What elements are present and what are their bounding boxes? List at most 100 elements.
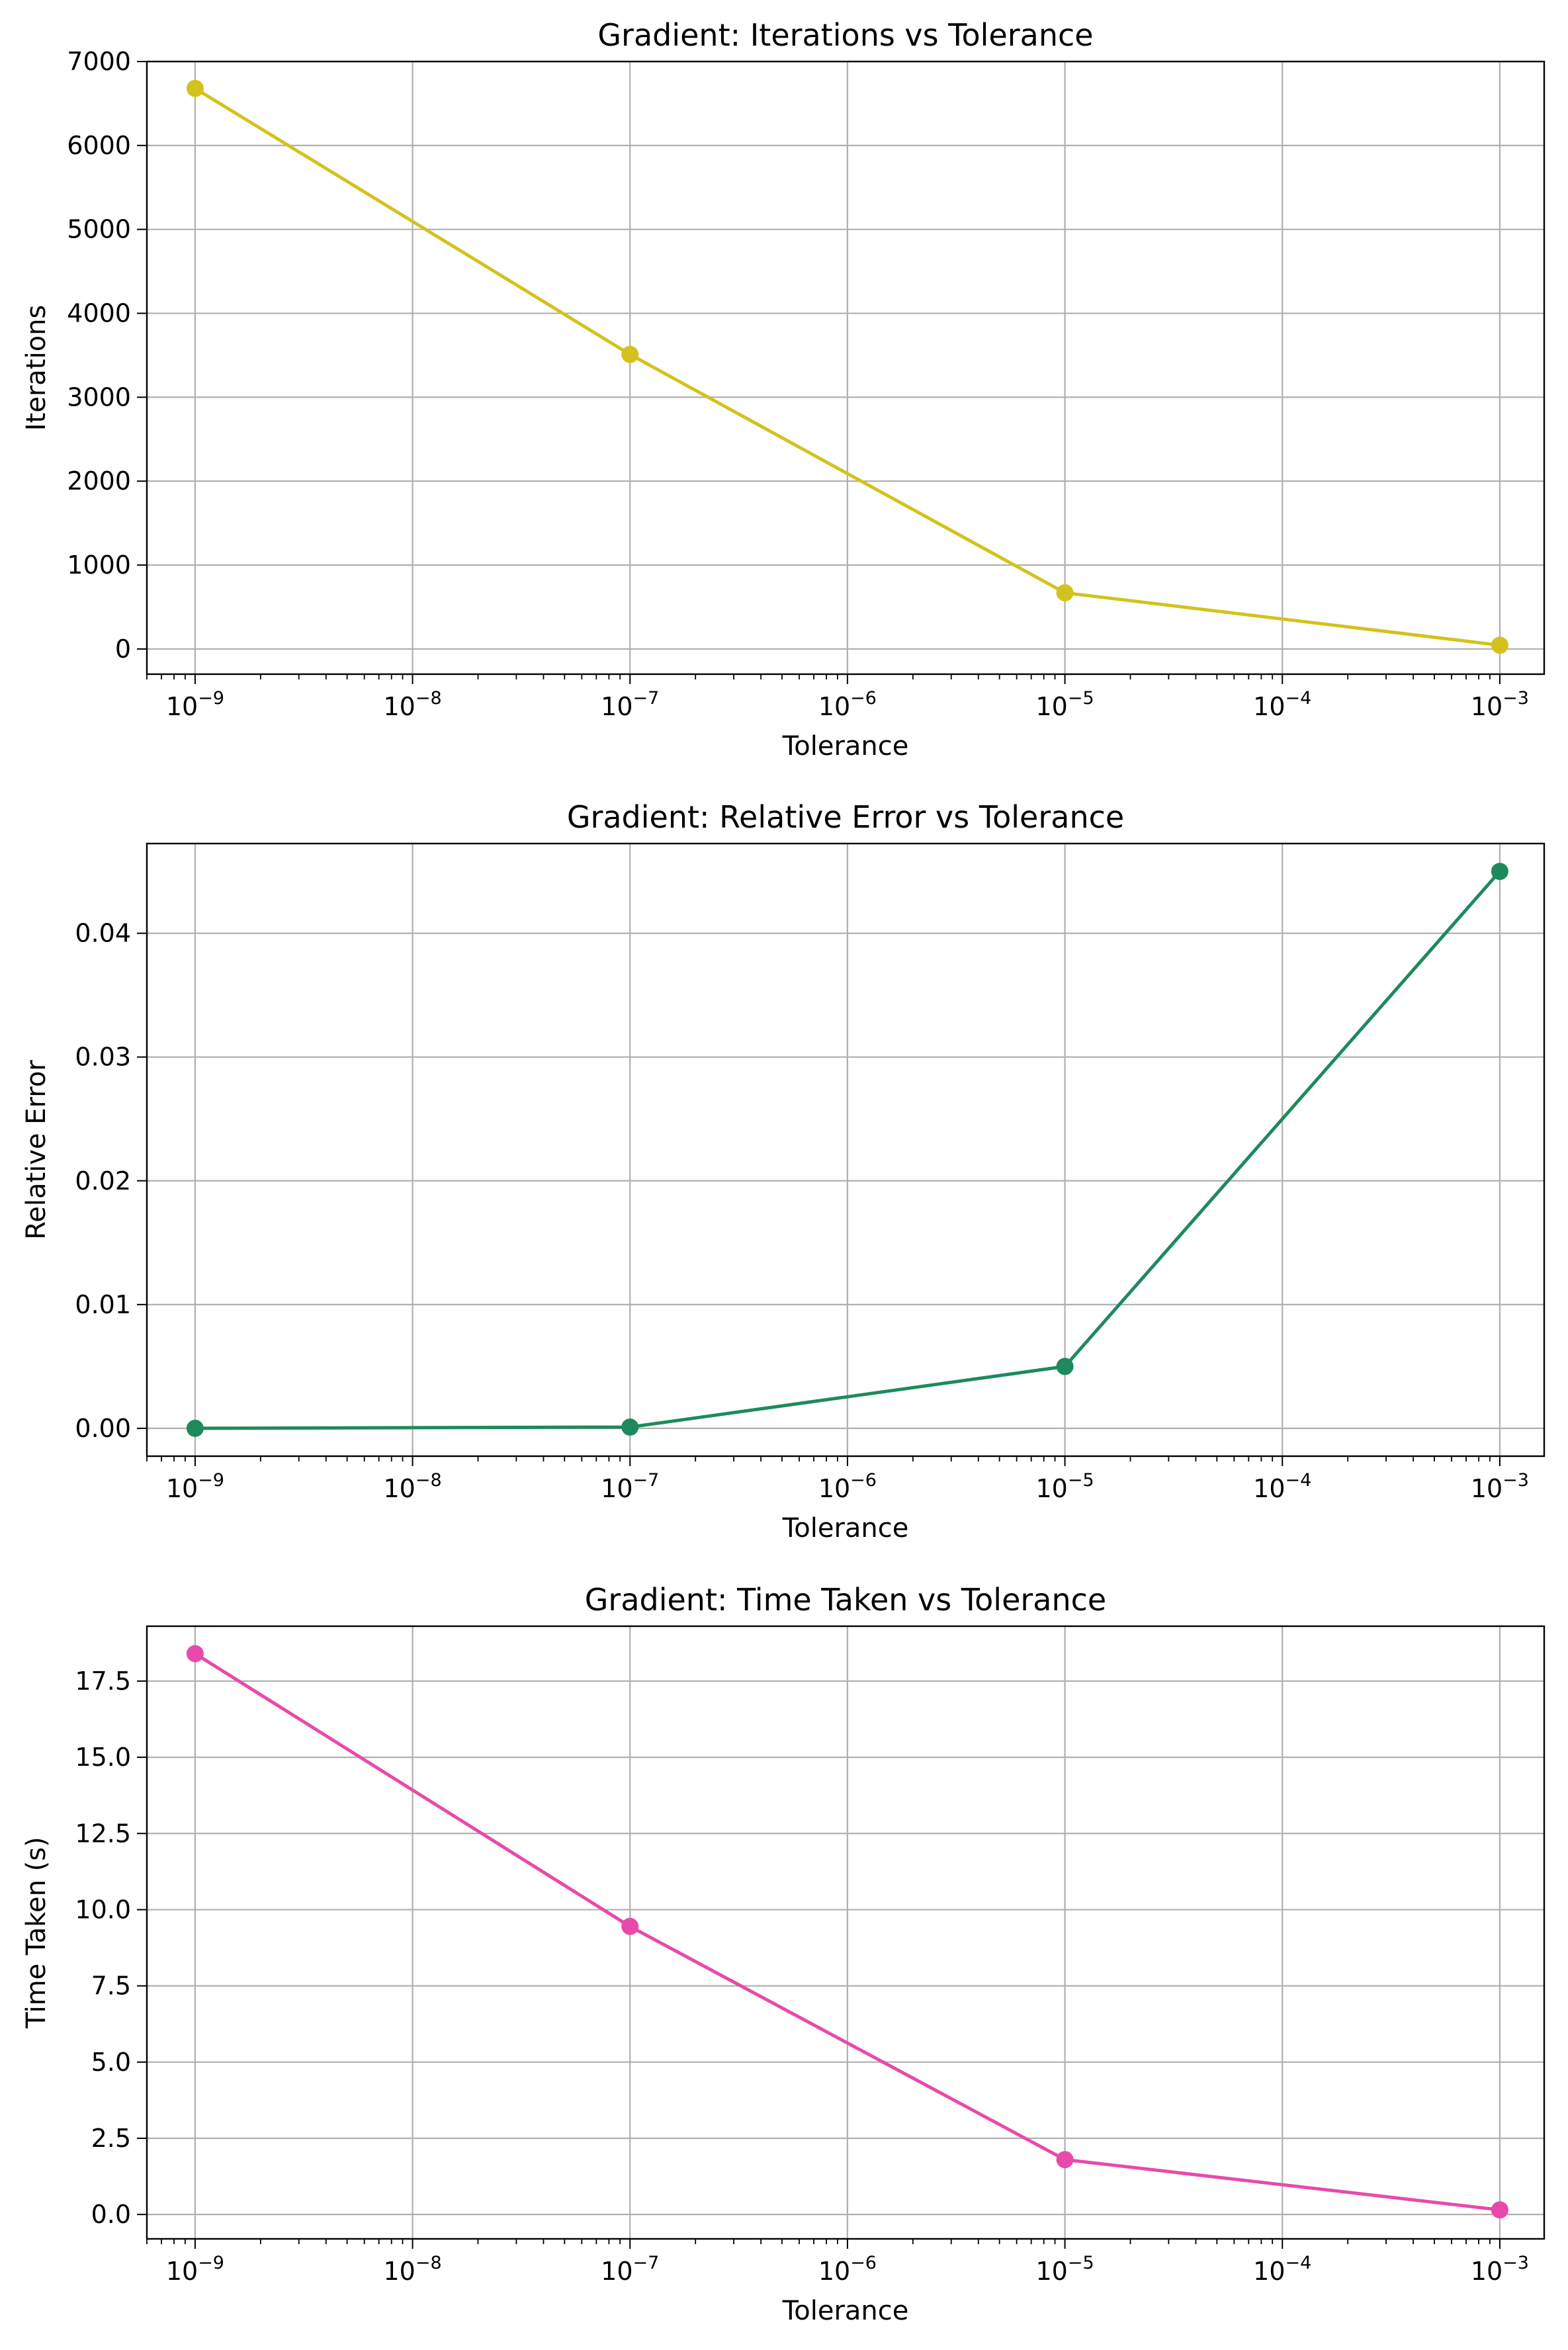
- x-tick-label-exponent: −7: [633, 688, 660, 709]
- x-tick-label-base: 10: [818, 1474, 850, 1503]
- x-tick-label-exponent: −7: [633, 1470, 660, 1491]
- y-tick-label: 0.00: [75, 1414, 131, 1443]
- x-tick-label-base: 10: [1035, 2257, 1067, 2286]
- x-tick-label: 10−6: [818, 2253, 877, 2286]
- x-tick-label: 10−3: [1471, 688, 1529, 721]
- x-tick-label-exponent: −9: [198, 1470, 224, 1491]
- x-tick-label-exponent: −6: [850, 2253, 877, 2273]
- axes-frame: [146, 60, 1546, 675]
- x-tick-label-exponent: −9: [198, 2253, 224, 2273]
- chart-panel-2: 10−9 10−8 10−7 10−6 10−5 10−4 10−30.000.010.02…: [21, 799, 1546, 1544]
- y-tick-label: 0.02: [75, 1166, 131, 1196]
- x-tick-label-exponent: −3: [1503, 688, 1529, 709]
- x-tick-label-base: 10: [166, 692, 198, 721]
- x-tick-label-exponent: −3: [1503, 1470, 1529, 1491]
- chart-title: Gradient: Time Taken vs Tolerance: [585, 1582, 1106, 1618]
- data-point: [621, 345, 639, 363]
- y-tick-label: 4000: [67, 299, 131, 328]
- data-point: [186, 1419, 204, 1437]
- x-tick-label-base: 10: [1253, 2257, 1285, 2286]
- y-tick-label: 0.0: [91, 2200, 131, 2229]
- x-tick-label-exponent: −4: [1285, 2253, 1312, 2273]
- x-tick-label-exponent: −8: [415, 2253, 442, 2273]
- x-axis-label: Tolerance: [782, 731, 909, 762]
- y-tick-label: 1000: [67, 550, 131, 580]
- x-tick-label-exponent: −4: [1285, 1470, 1312, 1491]
- axes-frame: [146, 842, 1546, 1458]
- y-tick-label: 0.01: [75, 1290, 131, 1319]
- x-tick-label-exponent: −4: [1285, 688, 1312, 709]
- x-tick-label-base: 10: [1471, 2257, 1503, 2286]
- y-tick-label: 15.0: [75, 1743, 131, 1772]
- x-tick-label-base: 10: [383, 1474, 415, 1503]
- x-tick-label: 10−5: [1035, 2253, 1094, 2286]
- x-tick-label-base: 10: [1471, 1474, 1503, 1503]
- y-tick-label: 10.0: [75, 1895, 131, 1924]
- chart-title: Gradient: Relative Error vs Tolerance: [567, 799, 1124, 835]
- x-tick-label-base: 10: [601, 1474, 632, 1503]
- x-axis-label: Tolerance: [782, 2296, 909, 2326]
- y-tick-label: 6000: [67, 131, 131, 160]
- x-tick-label-exponent: −7: [633, 2253, 660, 2273]
- data-point: [186, 79, 204, 97]
- x-tick-label: 10−9: [166, 2253, 224, 2286]
- x-tick-label-base: 10: [166, 2257, 198, 2286]
- data-point: [1491, 636, 1508, 654]
- y-tick-label: 5000: [67, 215, 131, 244]
- x-tick-label-exponent: −5: [1068, 1470, 1094, 1491]
- x-tick-label-base: 10: [1035, 1474, 1067, 1503]
- x-tick-label: 10−9: [166, 688, 224, 721]
- data-point: [186, 1645, 204, 1663]
- data-point: [621, 1418, 639, 1436]
- x-tick-label-exponent: −5: [1068, 688, 1094, 709]
- y-axis-label: Iterations: [21, 305, 52, 431]
- x-tick-label: 10−7: [601, 1470, 659, 1503]
- x-tick-label-base: 10: [166, 1474, 198, 1503]
- x-tick-label-exponent: −3: [1503, 2253, 1529, 2273]
- x-tick-label: 10−7: [601, 688, 659, 721]
- y-tick-label: 12.5: [75, 1819, 131, 1848]
- y-tick-label: 5.0: [91, 2048, 131, 2077]
- x-tick-label-exponent: −5: [1068, 2253, 1094, 2273]
- x-tick-label: 10−8: [383, 2253, 441, 2286]
- x-tick-label: 10−9: [166, 1470, 224, 1503]
- y-tick-label: 7.5: [91, 1972, 131, 2001]
- x-tick-label-base: 10: [383, 692, 415, 721]
- series-line: [194, 1652, 1501, 2212]
- x-tick-label-base: 10: [818, 692, 850, 721]
- chart-panel-3: 10−9 10−8 10−7 10−6 10−5 10−4 10−30.02.55.07.5…: [21, 1582, 1546, 2326]
- x-tick-label-exponent: −6: [850, 1470, 877, 1491]
- x-tick-label-exponent: −9: [198, 688, 224, 709]
- series-line: [195, 870, 1501, 1430]
- x-tick-label: 10−4: [1253, 2253, 1311, 2286]
- data-point: [1056, 584, 1074, 601]
- y-axis-label: Relative Error: [21, 1060, 52, 1240]
- x-tick-label-base: 10: [1253, 1474, 1285, 1503]
- x-tick-label-base: 10: [1253, 692, 1285, 721]
- y-tick-label: 3000: [67, 382, 131, 412]
- data-point: [1491, 2201, 1508, 2219]
- x-tick-label-base: 10: [383, 2257, 415, 2286]
- x-tick-label-base: 10: [601, 2257, 632, 2286]
- x-tick-label: 10−6: [818, 1470, 877, 1503]
- x-tick-label-exponent: −8: [415, 688, 442, 709]
- x-tick-label: 10−4: [1253, 688, 1311, 721]
- y-axis-label: Time Taken (s): [21, 1837, 52, 2028]
- y-tick-label: 7000: [67, 47, 131, 76]
- data-point: [1056, 2151, 1074, 2169]
- y-tick-label: 0: [115, 634, 131, 664]
- x-tick-label-base: 10: [601, 692, 632, 721]
- x-axis-label: Tolerance: [782, 1513, 909, 1544]
- x-tick-label: 10−6: [818, 688, 877, 721]
- x-tick-label: 10−5: [1035, 688, 1094, 721]
- x-tick-label: 10−7: [601, 2253, 659, 2286]
- data-point: [621, 1917, 639, 1935]
- series-line: [194, 87, 1501, 647]
- x-tick-label: 10−3: [1471, 2253, 1529, 2286]
- y-tick-label: 2.5: [91, 2124, 131, 2153]
- chart-title: Gradient: Iterations vs Tolerance: [597, 17, 1093, 53]
- x-tick-label-base: 10: [818, 2257, 850, 2286]
- data-point: [1491, 863, 1508, 881]
- data-point: [1056, 1358, 1074, 1375]
